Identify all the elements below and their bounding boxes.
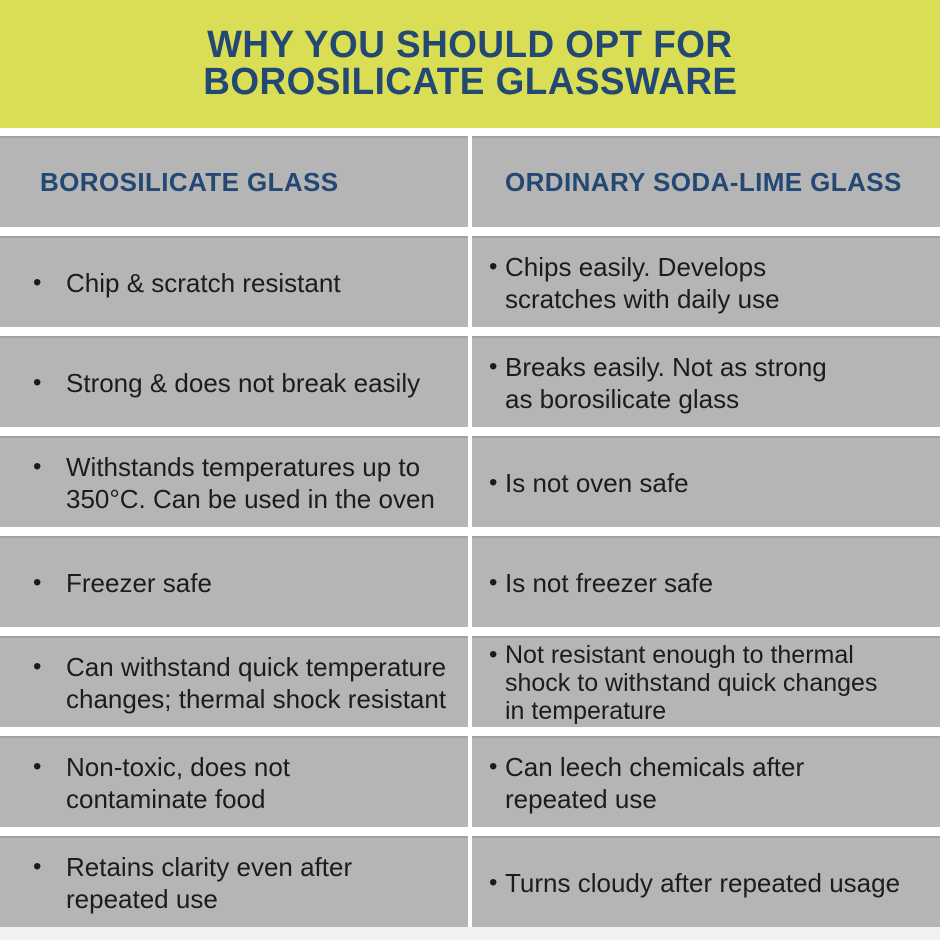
cell-borosilicate-6: Non-toxic, does not contaminate food: [0, 736, 468, 827]
column-header-soda-lime: ORDINARY SODA-LIME GLASS: [505, 167, 902, 197]
column-header-row: BOROSILICATE GLASS ORDINARY SODA-LIME GL…: [0, 136, 940, 227]
bullet-text: Breaks easily. Not as strong as borosili…: [489, 351, 835, 415]
bullet-text: Non-toxic, does not contaminate food: [33, 751, 298, 815]
cell-borosilicate-3: Withstands temperatures up to 350°C. Can…: [0, 436, 468, 527]
bullet-text: Can leech chemicals after repeated use: [489, 751, 812, 815]
cell-borosilicate-2: Strong & does not break easily: [0, 336, 468, 427]
table-row-5: Can withstand quick temperature changes;…: [0, 636, 940, 727]
cell-soda-lime-2: Breaks easily. Not as strong as borosili…: [472, 336, 940, 427]
bullet-text: Withstands temperatures up to 350°C. Can…: [33, 451, 443, 515]
bullet-text: Is not freezer safe: [489, 567, 721, 599]
bullet-text: Is not oven safe: [489, 467, 697, 499]
table-row-3: Withstands temperatures up to 350°C. Can…: [0, 436, 940, 527]
column-header-cell-borosilicate: BOROSILICATE GLASS: [0, 136, 468, 227]
table-row-2: Strong & does not break easily Breaks ea…: [0, 336, 940, 427]
cell-soda-lime-6: Can leech chemicals after repeated use: [472, 736, 940, 827]
bullet-text: Turns cloudy after repeated usage: [489, 867, 908, 899]
comparison-table: BOROSILICATE GLASS ORDINARY SODA-LIME GL…: [0, 136, 940, 927]
bullet-text: Retains clarity even after repeated use: [33, 851, 360, 915]
bullet-text: Freezer safe: [33, 567, 220, 599]
cell-borosilicate-7: Retains clarity even after repeated use: [0, 836, 468, 927]
cell-borosilicate-1: Chip & scratch resistant: [0, 236, 468, 327]
cell-soda-lime-7: Turns cloudy after repeated usage: [472, 836, 940, 927]
cell-soda-lime-1: Chips easily. Develops scratches with da…: [472, 236, 940, 327]
bullet-text: Chip & scratch resistant: [33, 267, 349, 299]
bottom-margin-strip: [0, 927, 940, 940]
bullet-text: Not resistant enough to thermal shock to…: [489, 641, 885, 725]
table-row-7: Retains clarity even after repeated use …: [0, 836, 940, 927]
cell-borosilicate-4: Freezer safe: [0, 536, 468, 627]
table-row-4: Freezer safe Is not freezer safe: [0, 536, 940, 627]
cell-borosilicate-5: Can withstand quick temperature changes;…: [0, 636, 468, 727]
bullet-text: Strong & does not break easily: [33, 367, 428, 399]
column-header-cell-soda-lime: ORDINARY SODA-LIME GLASS: [472, 136, 940, 227]
bullet-text: Can withstand quick temperature changes;…: [33, 651, 454, 715]
cell-soda-lime-3: Is not oven safe: [472, 436, 940, 527]
table-row-6: Non-toxic, does not contaminate food Can…: [0, 736, 940, 827]
table-row-1: Chip & scratch resistant Chips easily. D…: [0, 236, 940, 327]
page-title-line-2: BOROSILICATE GLASSWARE: [202, 61, 738, 103]
bullet-text: Chips easily. Develops scratches with da…: [489, 251, 788, 315]
title-banner: WHY YOU SHOULD OPT FOR BOROSILICATE GLAS…: [0, 0, 940, 128]
cell-soda-lime-5: Not resistant enough to thermal shock to…: [472, 636, 940, 727]
page-title-line-1: WHY YOU SHOULD OPT FOR: [207, 24, 733, 66]
cell-soda-lime-4: Is not freezer safe: [472, 536, 940, 627]
column-header-borosilicate: BOROSILICATE GLASS: [40, 167, 339, 197]
